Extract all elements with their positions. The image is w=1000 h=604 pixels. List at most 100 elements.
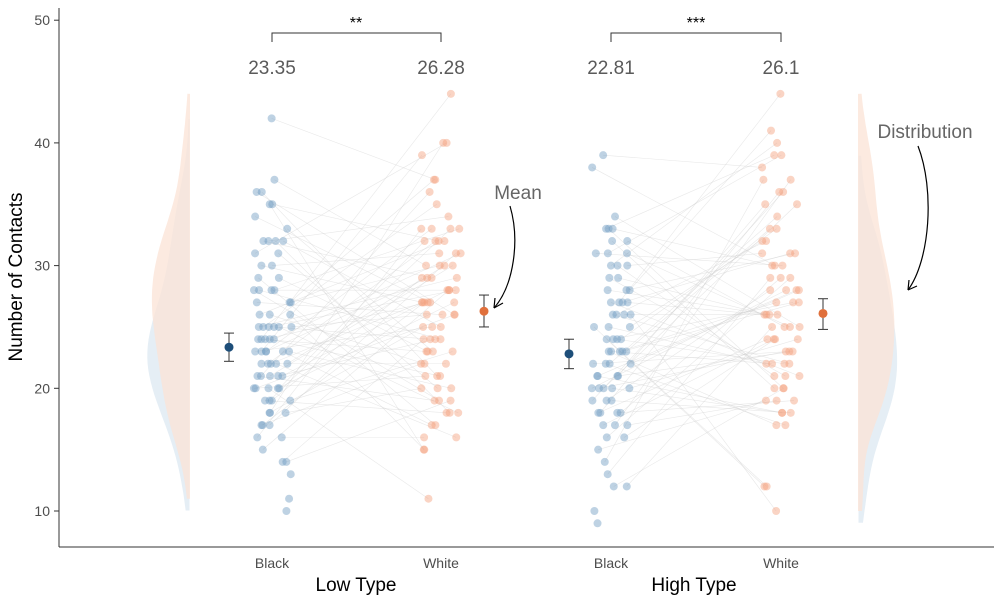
data-point-white [772,224,781,233]
paired-line [286,400,451,463]
data-point-black [601,359,610,368]
annotation-distribution-arrow [907,145,929,291]
data-point-white [423,273,432,282]
data-point-white [761,200,770,209]
y-tick-label-50: 50 [34,12,50,28]
data-point-black [622,286,631,295]
data-point-black [268,200,277,209]
data-point-black [286,396,295,405]
data-point-white [426,335,435,344]
paired-line [611,351,773,365]
data-point-white [789,298,798,307]
data-point-white [433,372,442,381]
data-point-white [762,237,771,246]
mean-label-low-white: 26.28 [417,58,465,79]
data-point-white [759,175,768,184]
data-point-black [285,347,294,356]
data-point-white [790,396,799,405]
data-point-white [778,261,787,270]
paired-line [275,240,450,414]
data-point-white [419,322,428,331]
data-point-white [444,286,453,295]
paired-line [289,179,435,303]
data-point-white [436,335,445,344]
data-point-white [771,335,780,344]
significance-label-low: ** [350,15,362,32]
data-point-black [274,273,283,282]
data-point-white [446,224,455,233]
paired-line [270,302,422,365]
paired-line [609,277,786,377]
paired-line [269,204,424,450]
data-point-white [441,359,450,368]
data-point-white [454,408,463,417]
paired-line [258,338,427,352]
paired-line [627,400,777,426]
data-point-black [606,261,615,270]
data-point-white [780,322,789,331]
data-point-black [286,298,295,307]
paired-line [261,154,423,352]
paired-line [607,154,782,254]
paired-line [260,191,430,377]
data-point-black [262,347,271,356]
x-tick-high-black: Black [594,555,629,571]
paired-line [277,302,455,389]
significance-bracket-high [610,32,782,42]
data-point-black [254,273,263,282]
paired-line [607,277,771,475]
paired-line [627,240,785,328]
paired-line [597,375,783,414]
y-tick-label-20: 20 [34,380,50,396]
data-point-white [447,384,456,393]
data-point-black [256,372,265,381]
paired-line [268,216,449,242]
paired-line [282,338,424,463]
data-point-white [425,187,434,196]
data-point-white [445,286,454,295]
data-point-black [251,212,260,221]
paired-line [626,253,796,291]
annotation-distribution-arrowhead [907,279,918,291]
data-point-black [595,384,604,393]
paired-line [612,314,790,365]
data-point-white [758,163,767,172]
data-point-black [622,249,631,258]
paired-line [607,289,770,315]
data-point-white [768,261,777,270]
paired-line [278,253,438,389]
data-point-white [772,507,781,515]
data-point-white [431,421,440,430]
data-point-black [609,335,618,344]
data-point-white [792,286,801,295]
data-point-black [589,359,598,368]
data-point-black [285,298,294,307]
paired-line [269,253,457,426]
data-point-black [273,384,282,393]
paired-line [264,400,447,414]
paired-line [261,265,423,303]
data-point-white [795,372,804,381]
mean-point-white [818,308,828,318]
paired-line [278,277,428,352]
data-point-black [596,408,605,417]
data-point-white [778,408,787,417]
data-point-black [286,310,295,319]
paired-line [288,351,452,389]
paired-line [285,388,422,414]
paired-line [614,179,791,426]
data-point-white [428,347,437,356]
data-point-black [587,384,596,393]
paired-line [617,265,775,377]
data-point-black [607,347,616,356]
data-point-black [614,372,623,381]
data-point-white [770,372,779,381]
data-point-white [768,359,777,368]
data-point-black [252,187,261,196]
paired-line [616,240,767,315]
paired-line [263,204,437,328]
y-axis-title: Number of Contacts [6,193,27,362]
data-points [249,89,804,528]
paired-line [611,240,775,389]
